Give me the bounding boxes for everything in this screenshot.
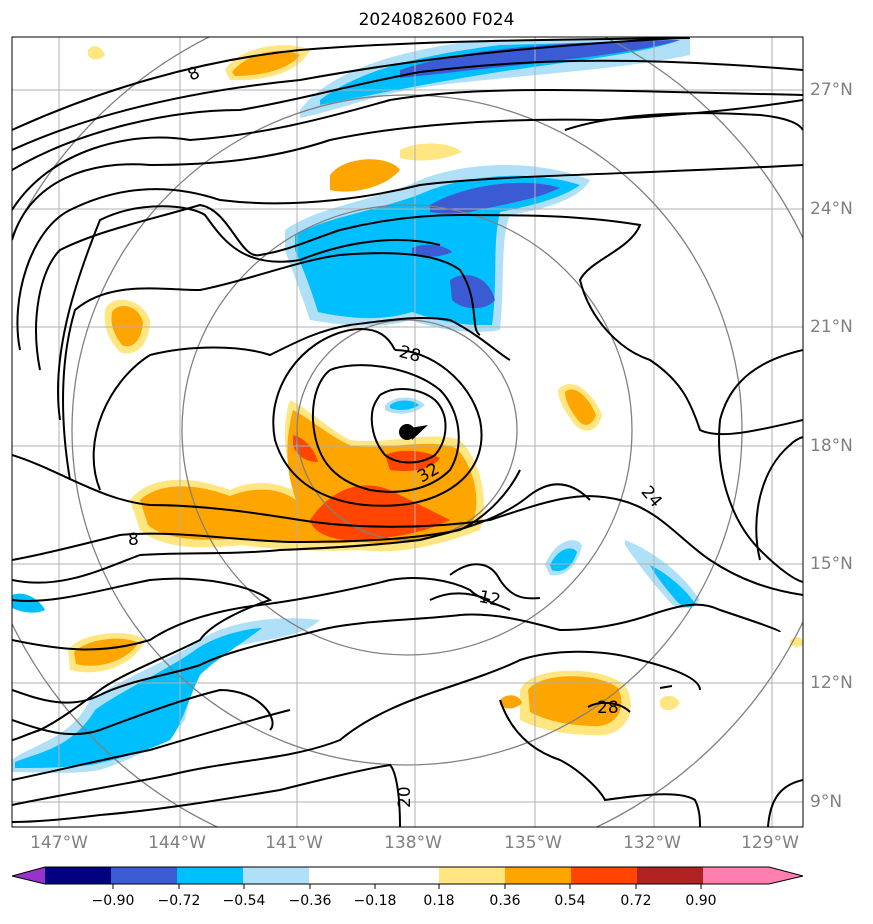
positive-anomaly-area [232,50,300,76]
negative-anomaly-area [15,628,262,768]
positive-anomaly-area [293,435,318,462]
colorbar-over-arrow [769,867,803,884]
colorbar [11,866,804,889]
negative-anomaly-area [412,244,452,257]
colorbar-segment [243,867,309,884]
positive-anomaly-area [565,389,596,425]
colorbar-tick-label: 0.18 [423,893,455,909]
latitude-label: 9°N [810,792,843,812]
negative-anomaly-area [390,400,419,410]
range-rings [12,37,803,827]
latitude-label: 21°N [810,317,853,337]
latitude-label: 18°N [810,436,853,456]
colorbar-segment [703,867,769,884]
positive-anomaly-area [400,143,462,161]
colorbar-segment [637,867,703,884]
map-frame [11,36,804,828]
latitude-label: 24°N [810,199,853,219]
positive-anomaly-area [660,695,680,711]
positive-anomaly-area [111,306,143,347]
negative-anomaly-area [650,565,696,608]
colorbar-segment [571,867,637,884]
latitude-label: 27°N [810,80,853,100]
longitude-label: 141°W [265,833,323,853]
colorbar-segment [177,867,243,884]
colorbar-tick-label: 0.90 [685,893,717,909]
colorbar-tick-label: 0.72 [620,893,652,909]
colorbar-segment [111,867,177,884]
colorbar-under-arrow [12,867,45,884]
colorbar-tick-label: 0.54 [554,893,586,909]
contour-label: 20 [395,786,415,808]
positive-anomaly-area [500,695,522,709]
positive-anomaly-area [88,46,105,60]
colorbar-tick-label: −0.18 [353,893,397,909]
positive-anomaly-area [385,450,440,472]
contour-lines [12,37,803,827]
contour-label: 28 [597,698,619,718]
negative-anomaly-area [430,182,560,214]
longitude-label: 135°W [504,833,562,853]
colorbar-tick-label: −0.72 [157,893,201,909]
colorbar-segment [505,867,571,884]
anomaly-fill-layer [12,38,803,773]
latitude-label: 15°N [810,554,853,574]
colorbar-segment [45,867,111,884]
longitude-label: 138°W [384,833,442,853]
positive-anomaly-area [74,638,138,666]
colorbar-segment [309,867,439,884]
negative-anomaly-area [12,593,45,613]
colorbar-tick-label: 0.36 [489,893,521,909]
longitude-label: 129°W [741,833,799,853]
longitude-label: 132°W [623,833,681,853]
contour-label: 12 [477,587,502,611]
contour-label: 8 [128,530,139,550]
latitude-label: 12°N [810,673,853,693]
longitude-label: 144°W [148,833,206,853]
colorbar-segment [439,867,505,884]
contour-label: 28 [397,342,423,367]
colorbar-tick-label: −0.54 [222,893,266,909]
storm-center-dot [399,424,428,440]
colorbar-tick-label: −0.90 [91,893,135,909]
negative-anomaly-area [550,548,577,572]
negative-anomaly-area [400,40,680,78]
colorbar-tick-label: −0.36 [288,893,332,909]
positive-anomaly-area [528,676,622,727]
negative-anomaly-area [450,275,495,309]
positive-anomaly-area [330,159,400,192]
map-title: 2024082600 F024 [358,10,515,30]
longitude-label: 147°W [30,833,88,853]
